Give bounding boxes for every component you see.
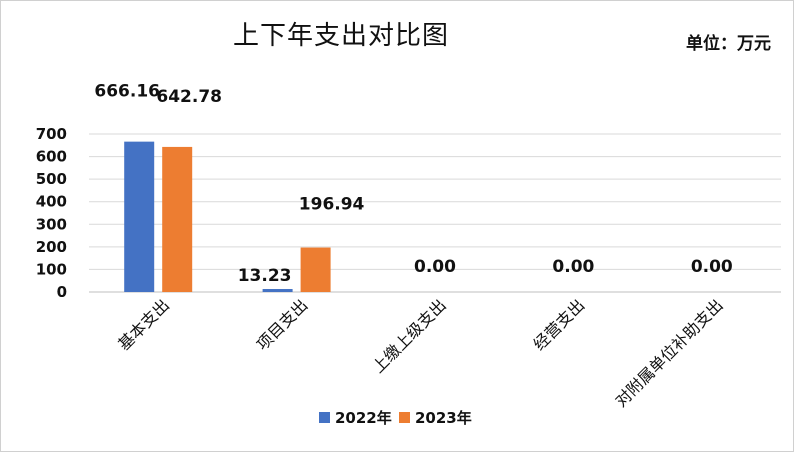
bars [124,141,331,292]
legend-swatch [399,412,410,423]
data-label: 0.00 [552,257,594,277]
data-label: 642.78 [156,87,222,107]
legend-label: 2022年 [335,409,392,427]
unit-label: 单位：万元 [686,34,771,54]
bar [262,289,293,292]
x-axis: 基本支出 项目支出 上缴上级支出 经营支出 对附属单位补助支出 [114,295,726,410]
bar [300,247,331,292]
y-tick-label: 700 [36,125,67,143]
y-axis: 0 100 200 300 400 500 600 700 [36,125,781,301]
y-tick-label: 400 [36,193,67,211]
bar [124,141,155,292]
y-tick-label: 600 [36,148,67,166]
y-tick-label: 200 [36,238,67,256]
legend: 2022年 2023年 [319,409,472,427]
y-tick-label: 300 [36,215,67,233]
x-tick-label: 上缴上级支出 [369,295,450,376]
data-label: 196.94 [299,195,365,215]
x-tick-label: 项目支出 [253,295,312,354]
data-label: 666.16 [94,82,160,102]
x-tick-label: 经营支出 [530,295,589,354]
y-tick-label: 100 [36,260,67,278]
x-tick-label: 对附属单位补助支出 [611,295,726,410]
data-label: 0.00 [691,257,733,277]
chart-title: 上下年支出对比图 [232,21,449,51]
data-label: 13.23 [238,266,292,286]
bar [162,146,193,292]
y-tick-label: 0 [57,283,67,301]
legend-label: 2023年 [415,409,472,427]
data-label: 0.00 [414,257,456,277]
legend-swatch [319,412,330,423]
y-tick-label: 500 [36,170,67,188]
x-tick-label: 基本支出 [114,295,173,354]
